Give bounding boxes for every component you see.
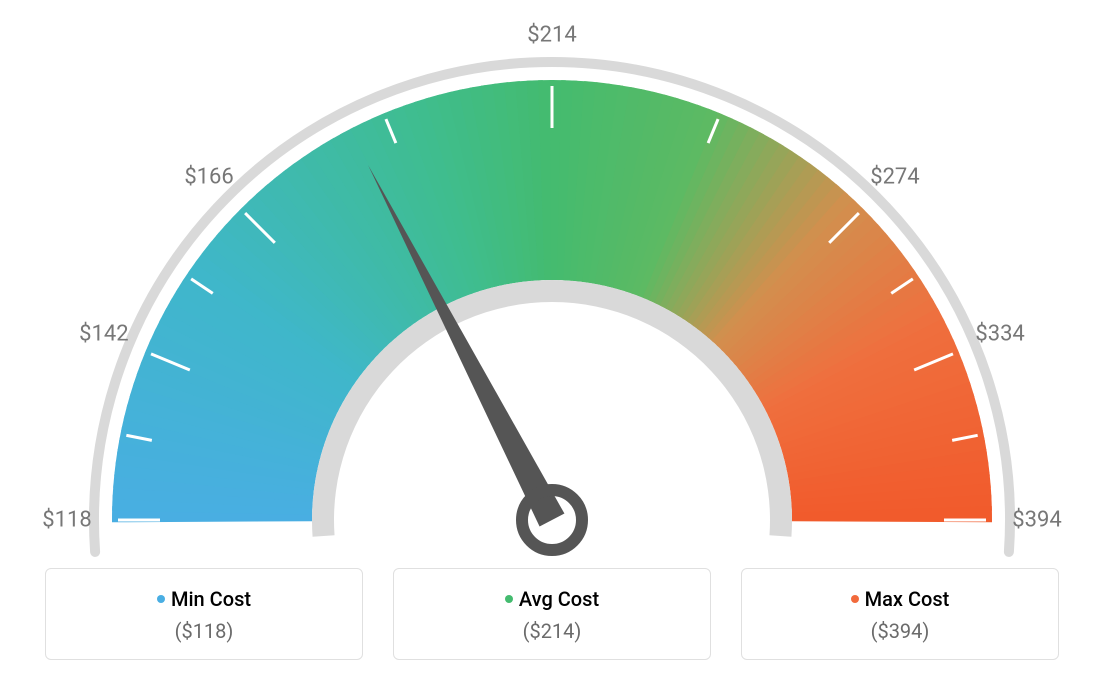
legend-value-min: ($118) (56, 619, 352, 643)
tick-label: $394 (1012, 508, 1061, 533)
tick-label: $118 (42, 508, 91, 533)
legend-row: Min Cost ($118) Avg Cost ($214) Max Cost… (45, 568, 1059, 660)
dot-icon (851, 595, 859, 603)
dot-icon (157, 595, 165, 603)
tick-label: $166 (184, 165, 233, 190)
legend-label-min: Min Cost (56, 587, 352, 611)
tick-label: $334 (975, 322, 1024, 347)
tick-label: $214 (527, 23, 576, 48)
legend-card-max: Max Cost ($394) (741, 568, 1059, 660)
legend-label-text: Avg Cost (519, 587, 599, 611)
legend-label-avg: Avg Cost (404, 587, 700, 611)
gauge: $118 $142 $166 $214 $274 $334 $394 (0, 0, 1104, 560)
tick-label: $142 (79, 322, 128, 347)
tick-label: $274 (870, 165, 919, 190)
legend-card-avg: Avg Cost ($214) (393, 568, 711, 660)
gauge-svg (0, 0, 1104, 560)
legend-label-max: Max Cost (752, 587, 1048, 611)
legend-value-max: ($394) (752, 619, 1048, 643)
legend-label-text: Min Cost (171, 587, 251, 611)
dot-icon (505, 595, 513, 603)
legend-label-text: Max Cost (865, 587, 950, 611)
chart-container: $118 $142 $166 $214 $274 $334 $394 Min Cost ($… (0, 0, 1104, 690)
legend-card-min: Min Cost ($118) (45, 568, 363, 660)
legend-value-avg: ($214) (404, 619, 700, 643)
